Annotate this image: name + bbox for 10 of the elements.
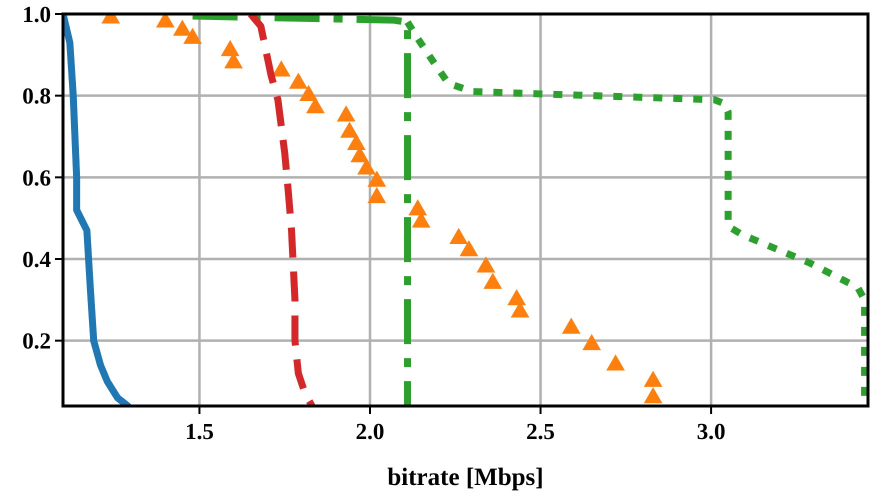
- y-tick-label: 0.4: [22, 247, 52, 272]
- x-tick-label: 3.0: [696, 419, 726, 444]
- x-tick-label: 2.5: [526, 419, 555, 444]
- x-tick-label: 2.0: [356, 419, 384, 444]
- y-tick-label: 0.8: [22, 84, 51, 109]
- y-tick-label: 1.0: [22, 2, 51, 28]
- y-tick-label: 0.2: [22, 328, 51, 354]
- x-tick-label: 1.5: [185, 419, 214, 444]
- x-axis-title: bitrate [Mbps]: [387, 464, 544, 491]
- y-tick-label: 0.6: [22, 165, 51, 190]
